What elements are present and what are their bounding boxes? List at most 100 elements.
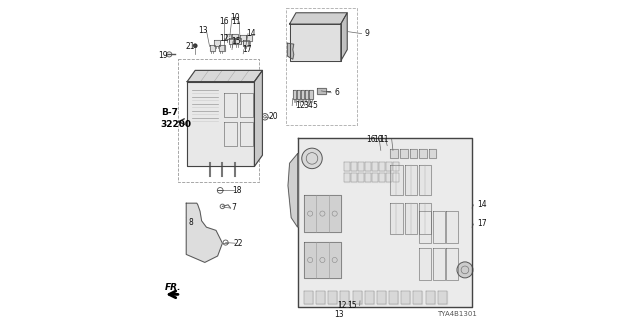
Polygon shape [243, 40, 249, 46]
Polygon shape [316, 291, 325, 304]
Polygon shape [304, 291, 313, 304]
Polygon shape [240, 35, 246, 41]
Text: 32200: 32200 [161, 120, 191, 129]
Polygon shape [298, 138, 472, 307]
Polygon shape [353, 291, 362, 304]
Polygon shape [358, 173, 364, 182]
Polygon shape [387, 162, 392, 171]
Text: 10: 10 [230, 13, 240, 22]
Polygon shape [290, 13, 347, 24]
Polygon shape [379, 162, 385, 171]
Polygon shape [365, 173, 371, 182]
Text: 14: 14 [477, 200, 486, 209]
Text: B-7: B-7 [161, 108, 178, 117]
Polygon shape [340, 291, 349, 304]
Polygon shape [419, 203, 431, 234]
Polygon shape [340, 13, 347, 61]
Text: 13: 13 [334, 310, 344, 319]
Polygon shape [287, 43, 294, 59]
Polygon shape [419, 248, 431, 280]
Text: 11: 11 [232, 17, 241, 26]
Polygon shape [372, 173, 378, 182]
Polygon shape [405, 165, 417, 195]
Polygon shape [224, 93, 237, 117]
Polygon shape [310, 90, 312, 99]
Polygon shape [390, 165, 403, 195]
Polygon shape [387, 173, 392, 182]
Polygon shape [240, 122, 253, 146]
Text: 15: 15 [231, 37, 241, 46]
Polygon shape [419, 211, 431, 243]
Polygon shape [389, 291, 398, 304]
Text: 7: 7 [231, 204, 236, 212]
Polygon shape [187, 70, 262, 82]
Polygon shape [344, 162, 349, 171]
Polygon shape [344, 173, 349, 182]
Polygon shape [240, 93, 253, 117]
Polygon shape [433, 211, 445, 243]
Polygon shape [224, 122, 237, 146]
Polygon shape [226, 34, 232, 39]
Text: 14: 14 [246, 29, 256, 38]
Text: 15: 15 [347, 301, 356, 310]
Text: 13: 13 [198, 26, 208, 35]
Polygon shape [372, 162, 378, 171]
Text: 16: 16 [366, 135, 376, 144]
Polygon shape [365, 291, 374, 304]
Polygon shape [446, 211, 458, 243]
Polygon shape [304, 195, 341, 232]
Polygon shape [393, 173, 399, 182]
Text: 12: 12 [337, 301, 346, 310]
Text: 9: 9 [365, 29, 370, 38]
Polygon shape [401, 291, 410, 304]
Text: 5: 5 [312, 101, 317, 110]
Polygon shape [288, 154, 298, 227]
Polygon shape [413, 291, 422, 304]
Text: 19: 19 [158, 52, 168, 60]
Polygon shape [358, 162, 364, 171]
Polygon shape [236, 38, 241, 44]
Text: 18: 18 [232, 186, 241, 195]
Circle shape [457, 262, 473, 278]
Polygon shape [390, 149, 398, 158]
Text: 17: 17 [242, 45, 252, 54]
Text: 11: 11 [379, 135, 388, 144]
Polygon shape [377, 291, 386, 304]
Circle shape [302, 148, 323, 169]
Text: 17: 17 [477, 220, 486, 228]
Text: 1: 1 [296, 101, 300, 110]
Text: 3: 3 [304, 101, 308, 110]
Text: TYA4B1301: TYA4B1301 [437, 311, 477, 317]
Text: FR.: FR. [165, 284, 182, 292]
Polygon shape [426, 291, 435, 304]
Circle shape [193, 44, 197, 48]
Polygon shape [229, 38, 235, 44]
Polygon shape [365, 162, 371, 171]
Polygon shape [290, 24, 340, 61]
Polygon shape [246, 35, 252, 41]
Polygon shape [393, 162, 399, 171]
Polygon shape [390, 203, 403, 234]
Text: 22: 22 [234, 239, 243, 248]
Polygon shape [379, 173, 385, 182]
Text: 20: 20 [269, 112, 278, 121]
Polygon shape [292, 90, 296, 99]
Text: 4: 4 [308, 101, 313, 110]
Polygon shape [317, 88, 326, 94]
Polygon shape [297, 90, 300, 99]
Text: 6: 6 [334, 88, 339, 97]
Text: 16: 16 [219, 17, 229, 26]
Polygon shape [254, 70, 262, 166]
Polygon shape [214, 40, 220, 46]
Polygon shape [305, 90, 308, 99]
Polygon shape [429, 149, 436, 158]
Text: 8: 8 [188, 218, 193, 227]
Polygon shape [433, 248, 445, 280]
Polygon shape [446, 248, 458, 280]
Polygon shape [419, 165, 431, 195]
Polygon shape [210, 45, 215, 51]
Polygon shape [400, 149, 408, 158]
Text: 10: 10 [372, 135, 383, 144]
Polygon shape [304, 242, 341, 278]
Polygon shape [219, 45, 225, 51]
